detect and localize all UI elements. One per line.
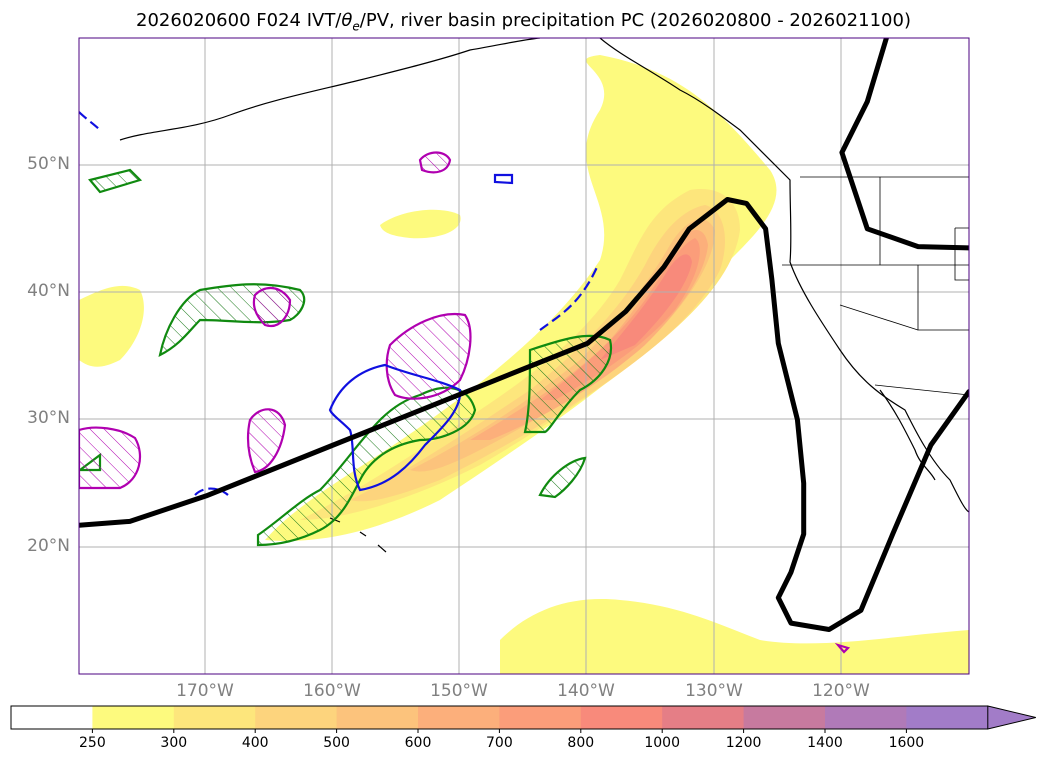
ivt-250-west: [79, 285, 144, 367]
colorbar-segment: [580, 706, 663, 729]
pv-magenta-region-1: [385, 312, 472, 400]
colorbar-label: 600: [404, 735, 432, 751]
colorbar-segment: [173, 706, 256, 729]
lat-label-40: 40°N: [27, 281, 70, 301]
pv-blue-contours: [79, 111, 600, 496]
colorbar-label: 700: [486, 735, 513, 751]
colorbar-label: 1000: [644, 735, 680, 751]
colorbar-segment: [418, 706, 500, 729]
ivt-250-south: [500, 599, 969, 674]
pv-blue-dashed-2: [194, 487, 229, 496]
ivt-700-region: [540, 238, 700, 400]
colorbar-segment: [255, 706, 338, 729]
theta-e-contours: [79, 38, 969, 632]
aleutian-chain: [119, 38, 541, 141]
pv-magenta-region-2: [79, 426, 142, 490]
chart-title: 2026020600 F024 IVT/θe/PV, river basin p…: [136, 10, 911, 34]
colorbar-label: 400: [241, 735, 269, 751]
colorbar-segment: [499, 706, 582, 729]
colorbar-segment: [825, 706, 907, 729]
pv-green-region-main: [256, 386, 477, 547]
baja-peninsula: [879, 389, 936, 481]
pv-magenta-region-6: [834, 642, 851, 654]
lon-label-160w: 160°W: [303, 681, 361, 701]
colorbar-segment: [336, 706, 419, 729]
colorbar-label: 1600: [888, 735, 925, 751]
borders: [782, 176, 969, 396]
lon-label-150w: 150°W: [430, 681, 488, 701]
pv-green-region-n: [88, 168, 143, 194]
colorbar-label: 800: [567, 735, 595, 751]
ivt-250-region: [265, 55, 777, 541]
lat-label-30: 30°N: [27, 408, 70, 428]
pv-magenta-region-4: [246, 408, 287, 474]
colorbar-label: 1400: [807, 735, 843, 751]
pv-blue-region-2: [493, 173, 514, 185]
ivt-800-region: [600, 254, 692, 360]
pv-magenta-contours: [79, 151, 851, 654]
pv-blue-dashed-1: [539, 264, 600, 331]
lat-label-20: 20°N: [27, 536, 70, 556]
colorbar-label: 500: [323, 735, 350, 751]
lon-label-120w: 120°W: [812, 681, 870, 701]
colorbar-label: 250: [79, 735, 106, 751]
colorbar-segment: [743, 706, 826, 729]
ivt-shading: [79, 55, 969, 674]
colorbar-segment: [92, 706, 175, 729]
colorbar-label: 300: [160, 735, 188, 751]
map-frame: [78, 37, 970, 675]
coastline: [119, 38, 969, 553]
colorbar-segment: [906, 706, 989, 729]
pv-blue-dashed-3: [79, 111, 101, 131]
lon-label-170w: 170°W: [176, 681, 234, 701]
theta-e-contour-main: [79, 197, 969, 632]
north-america-coast: [599, 38, 969, 513]
pv-magenta-region-3: [252, 287, 292, 328]
colorbar: [10, 705, 1036, 733]
colorbar-segment: [11, 706, 93, 729]
theta-e-contour-north: [839, 38, 969, 251]
pv-green-contours: [79, 168, 613, 547]
colorbar-label: 1200: [725, 735, 762, 751]
pv-green-region-se: [538, 456, 587, 499]
lat-label-50: 50°N: [27, 154, 70, 174]
colorbar-segment: [662, 706, 745, 729]
ivt-300-region: [300, 189, 740, 521]
pv-magenta-region-5: [418, 151, 452, 174]
lon-label-140w: 140°W: [557, 681, 615, 701]
ivt-250-mid: [380, 209, 461, 239]
gridlines: [79, 38, 969, 674]
lon-label-130w: 130°W: [685, 681, 743, 701]
pv-blue-region-1: [328, 363, 462, 492]
colorbar-extend-arrow: [987, 705, 1036, 730]
